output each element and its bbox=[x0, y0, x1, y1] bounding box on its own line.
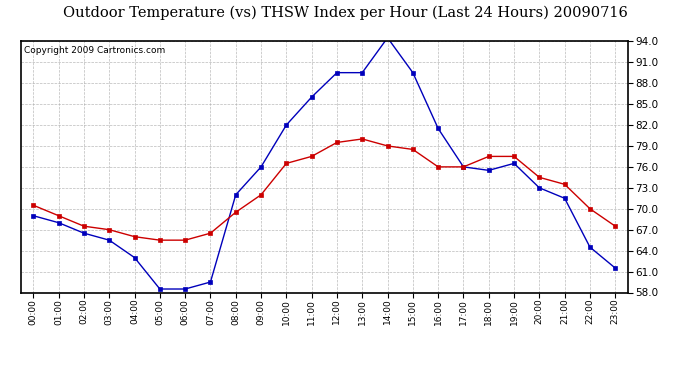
Text: Outdoor Temperature (vs) THSW Index per Hour (Last 24 Hours) 20090716: Outdoor Temperature (vs) THSW Index per … bbox=[63, 6, 627, 20]
Text: Copyright 2009 Cartronics.com: Copyright 2009 Cartronics.com bbox=[23, 46, 165, 55]
